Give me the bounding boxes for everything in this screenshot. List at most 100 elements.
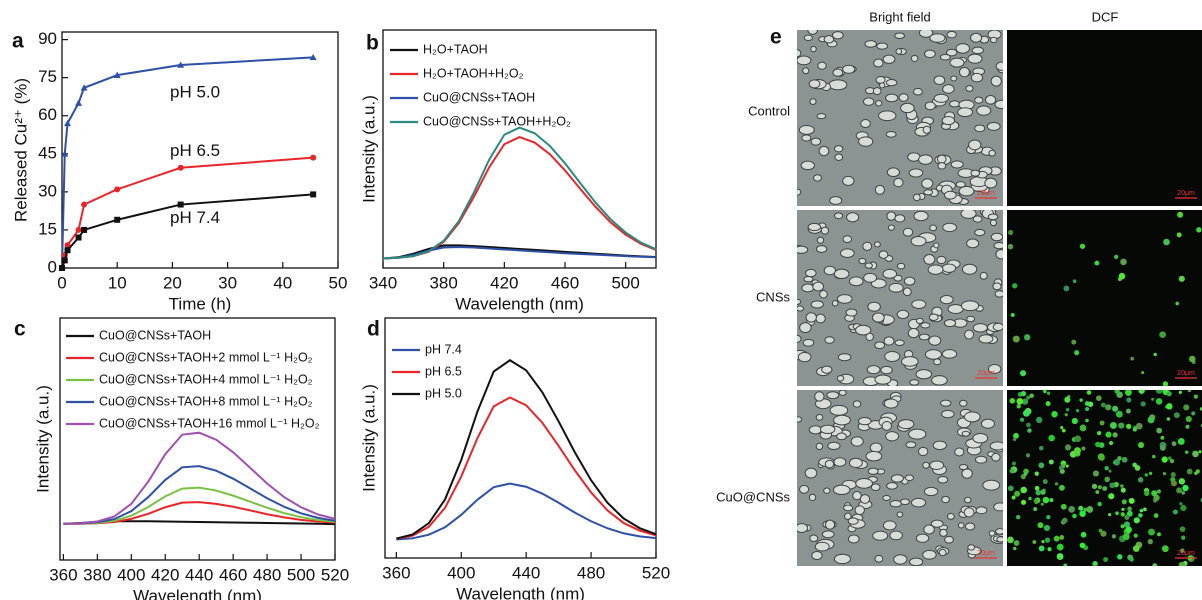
cell (984, 95, 997, 105)
fluorescent-cell (1161, 456, 1168, 463)
cell (941, 263, 957, 273)
fluorescent-cell (1021, 398, 1029, 405)
cell (950, 160, 964, 169)
cell (816, 236, 825, 244)
marker (75, 99, 83, 106)
cell (941, 349, 958, 359)
series-line (396, 482, 657, 541)
fluorescent-cell (1124, 390, 1132, 396)
cell (982, 479, 1001, 491)
fluorescent-cell (1043, 390, 1047, 394)
fluorescent-cell (1185, 424, 1190, 429)
cell (799, 322, 812, 334)
fluorescent-cell (1108, 493, 1115, 500)
cell (927, 264, 944, 275)
cell (886, 482, 898, 490)
marker (177, 201, 184, 208)
fluorescent-cell (1046, 391, 1051, 395)
fluorescent-cell (1073, 447, 1081, 455)
cell (805, 268, 817, 278)
fluorescent-cell (1182, 484, 1189, 492)
cell (924, 49, 936, 59)
panel-label: d (367, 318, 380, 341)
cell (874, 554, 884, 563)
cell (894, 339, 905, 347)
cell (833, 553, 851, 565)
series-line (61, 56, 314, 269)
cell (811, 550, 823, 561)
marker (61, 150, 69, 157)
fluorescent-cell (1166, 391, 1172, 397)
cell (884, 351, 901, 362)
scale-bar-label: 20μm (1177, 190, 1195, 197)
cell (832, 484, 851, 496)
fluorescent-cell (1191, 411, 1196, 416)
cell (939, 295, 954, 305)
y-tick-label: 60 (38, 105, 57, 124)
fluorescent-cell (1161, 545, 1169, 553)
cell (842, 64, 856, 74)
cell (929, 33, 946, 43)
fluorescent-cell (1035, 489, 1042, 496)
panel-label: c (14, 318, 26, 341)
fluorescent-cell (1102, 486, 1108, 491)
scale-bar-label: 20μm (977, 370, 995, 377)
fluorescent-cell (1095, 490, 1100, 495)
cell (872, 87, 882, 96)
legend-label: CuO@CNSs+TAOH+H₂O₂ (423, 114, 571, 128)
cell (933, 358, 942, 366)
cell (850, 436, 864, 447)
fluorescent-cell (1172, 509, 1178, 515)
cell (827, 441, 841, 451)
cell (996, 536, 1003, 543)
fluorescent-cell (1042, 479, 1048, 485)
cell (829, 196, 843, 205)
cell (865, 450, 883, 462)
cell (797, 305, 805, 312)
fluorescent-cell (1092, 560, 1098, 566)
x-tick-label: 0 (57, 273, 66, 292)
fluorescent-cell (1159, 331, 1166, 339)
cell (887, 224, 895, 231)
fluorescent-cell (1019, 417, 1025, 422)
series-line (63, 465, 336, 525)
cell (797, 416, 803, 423)
fluorescent-cell (1048, 434, 1055, 442)
fluorescent-cell (1091, 483, 1098, 489)
fluorescent-cell (1173, 412, 1180, 419)
cell (911, 299, 927, 309)
fluorescent-cell (1179, 502, 1183, 506)
cell (913, 210, 929, 222)
cell (802, 67, 810, 75)
micrograph: 20μm (1007, 210, 1202, 386)
cell (923, 524, 935, 535)
cell (910, 497, 927, 508)
cell (797, 298, 802, 305)
fluorescent-cell (1120, 484, 1124, 488)
fluorescent-cell (1178, 275, 1185, 282)
x-axis-label: Time (h) (169, 294, 232, 313)
cell (880, 365, 893, 375)
fluorescent-cell (1083, 507, 1088, 512)
cell (958, 185, 975, 197)
row-label: CuO@CNSs (716, 489, 790, 504)
cell (912, 193, 921, 202)
fluorescent-cell (1156, 427, 1163, 434)
legend-label: CuO@CNSs+TAOH+2 mmol L⁻¹ H₂O₂ (99, 350, 313, 364)
cell (833, 268, 850, 280)
fluorescent-cell (1109, 421, 1117, 429)
fluorescent-cell (1085, 406, 1090, 412)
fluorescent-cell (1153, 352, 1157, 357)
cell (994, 99, 1003, 110)
fluorescent-cell (1028, 496, 1032, 501)
cell (882, 520, 897, 531)
cell (992, 282, 1002, 291)
fluorescent-cell (1147, 416, 1155, 424)
cell (885, 431, 900, 442)
cell (800, 160, 815, 171)
fluorescent-cell (1121, 456, 1128, 463)
cell (797, 351, 812, 363)
fluorescent-cell (1134, 465, 1141, 471)
cell (922, 125, 931, 134)
fluorescent-cell (1122, 533, 1130, 541)
